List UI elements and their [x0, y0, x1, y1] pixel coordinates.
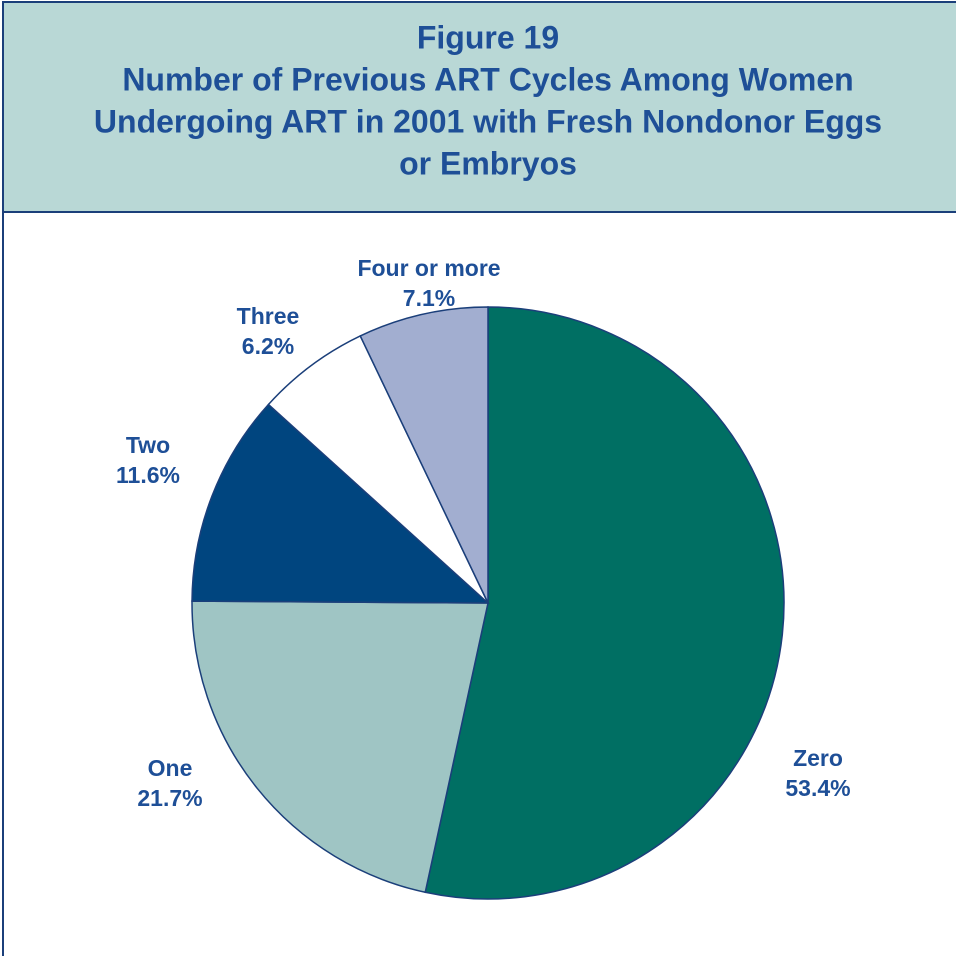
slice-label: Two	[126, 432, 170, 458]
chart-subtitle: Number of Previous ART Cycles Among Wome…	[122, 61, 853, 97]
pie-slice	[191, 403, 490, 604]
chart-title: Figure 19	[417, 19, 559, 55]
chart-subtitle: or Embryos	[399, 145, 577, 181]
pie-slice	[267, 334, 489, 604]
slice-value-label: 7.1%	[403, 285, 455, 311]
slice-label: Four or more	[357, 255, 500, 281]
pie-slice	[359, 306, 489, 604]
slice-value-label: 53.4%	[785, 775, 850, 801]
slice-label: One	[148, 755, 193, 781]
header-box	[2, 1, 956, 213]
pie	[191, 306, 785, 900]
slice-label: Zero	[793, 745, 843, 771]
pie-slice	[424, 306, 785, 900]
chart-subtitle: Undergoing ART in 2001 with Fresh Nondon…	[94, 103, 882, 139]
slice-value-label: 6.2%	[242, 333, 294, 359]
slice-label: Three	[237, 303, 300, 329]
slice-value-label: 21.7%	[137, 785, 202, 811]
pie-slice	[191, 600, 489, 894]
slice-value-label: 11.6%	[116, 462, 180, 488]
